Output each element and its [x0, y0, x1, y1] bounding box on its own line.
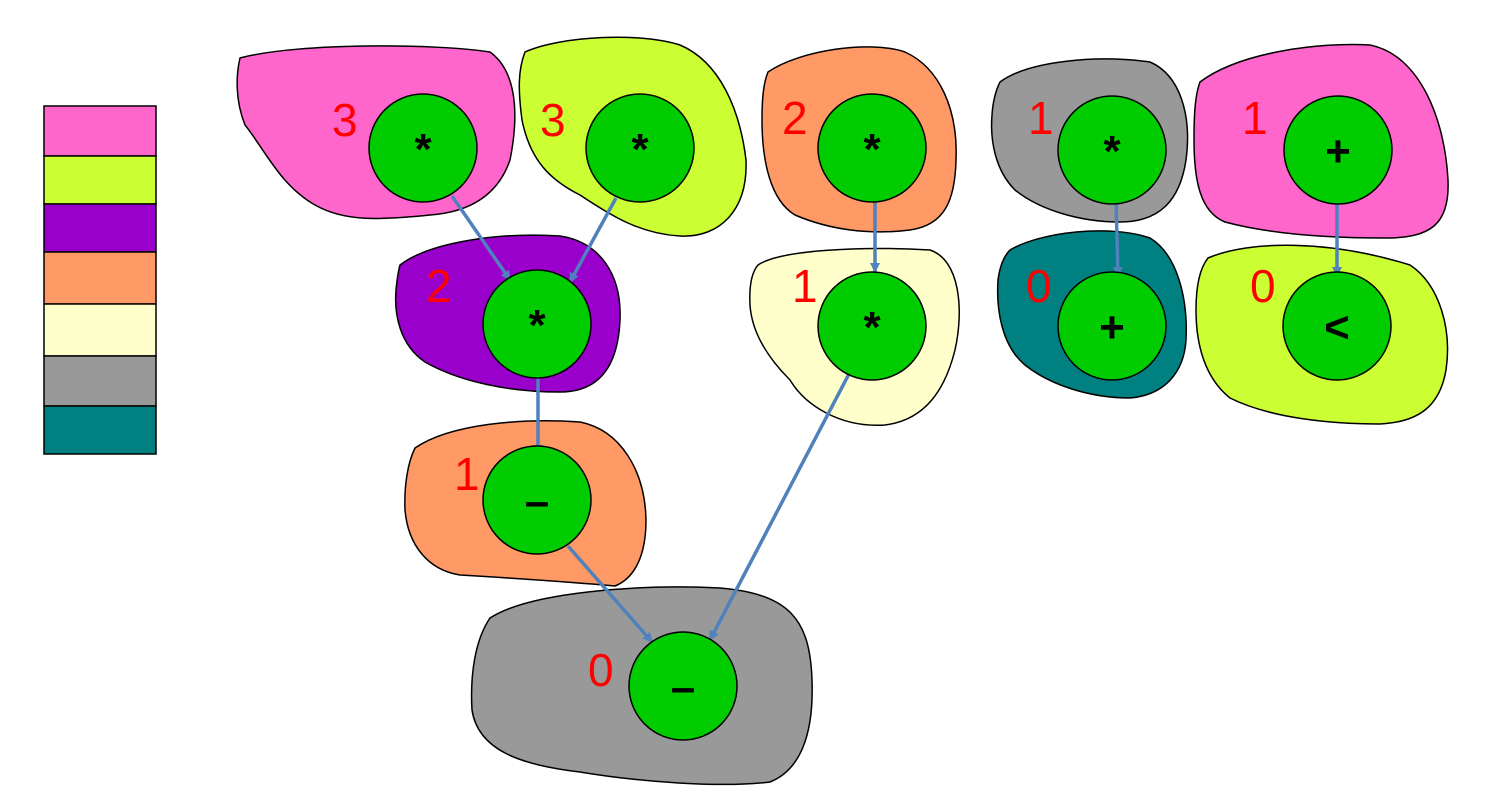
operation-node: * 2: [426, 260, 592, 379]
node-level: 0: [1026, 260, 1052, 312]
node-circle: [482, 445, 592, 555]
operation-node: + 1: [1242, 92, 1393, 205]
node-circle: [368, 93, 478, 203]
node-circle: [817, 271, 927, 381]
color-legend: [43, 105, 157, 455]
edge-arrow: [568, 197, 618, 283]
node-circle: [482, 269, 592, 379]
legend-swatch: [43, 303, 157, 357]
node-circle: [1283, 95, 1393, 205]
node-circle: [1057, 95, 1167, 205]
legend-swatch: [43, 355, 157, 407]
edge-arrow: [450, 195, 512, 281]
node-level: 1: [454, 448, 480, 500]
operation-node: * 1: [792, 260, 927, 381]
operation-node: * 1: [1028, 92, 1167, 205]
legend-swatch: [43, 251, 157, 305]
node-operator: +: [1099, 303, 1125, 352]
node-level: 2: [426, 260, 452, 312]
operation-node: – 0: [588, 631, 738, 741]
operation-node: * 3: [540, 93, 695, 203]
node-circle: [1282, 271, 1392, 381]
node-operator: *: [863, 303, 881, 352]
node-level: 0: [1250, 260, 1276, 312]
operation-node: * 2: [782, 92, 927, 203]
legend-swatch: [43, 155, 157, 205]
node-operator: <: [1324, 303, 1350, 352]
legend-swatch: [43, 203, 157, 253]
node-level: 3: [332, 94, 358, 146]
node-circle: [817, 93, 927, 203]
node-circle: [1057, 271, 1167, 381]
node-level: 1: [1242, 92, 1268, 144]
node-operator: –: [525, 477, 549, 526]
node-operator: *: [863, 125, 881, 174]
node-operator: *: [414, 125, 432, 174]
operation-node: < 0: [1250, 260, 1392, 381]
operation-node: + 0: [1026, 260, 1167, 381]
node-level: 0: [588, 644, 614, 696]
operation-node: – 1: [454, 445, 592, 555]
node-operator: +: [1325, 127, 1351, 176]
node-operator: *: [1103, 127, 1121, 176]
edge-arrow: [566, 544, 654, 644]
edges: [450, 195, 1342, 644]
edge-arrow: [1112, 199, 1123, 277]
legend-swatch: [43, 405, 157, 455]
node-circle: [628, 631, 738, 741]
node-circle: [585, 93, 695, 203]
nodes: * 3 * 3 * 2 * 1 + 1 * 2 *: [332, 92, 1393, 741]
node-level: 2: [782, 92, 808, 144]
node-operator: *: [528, 301, 546, 350]
node-operator: –: [671, 663, 695, 712]
node-level: 1: [792, 260, 818, 312]
node-operator: *: [631, 125, 649, 174]
legend-swatch: [43, 105, 157, 157]
node-level: 1: [1028, 92, 1054, 144]
edge-arrow: [708, 371, 852, 641]
node-level: 3: [540, 94, 566, 146]
operation-node: * 3: [332, 93, 478, 203]
